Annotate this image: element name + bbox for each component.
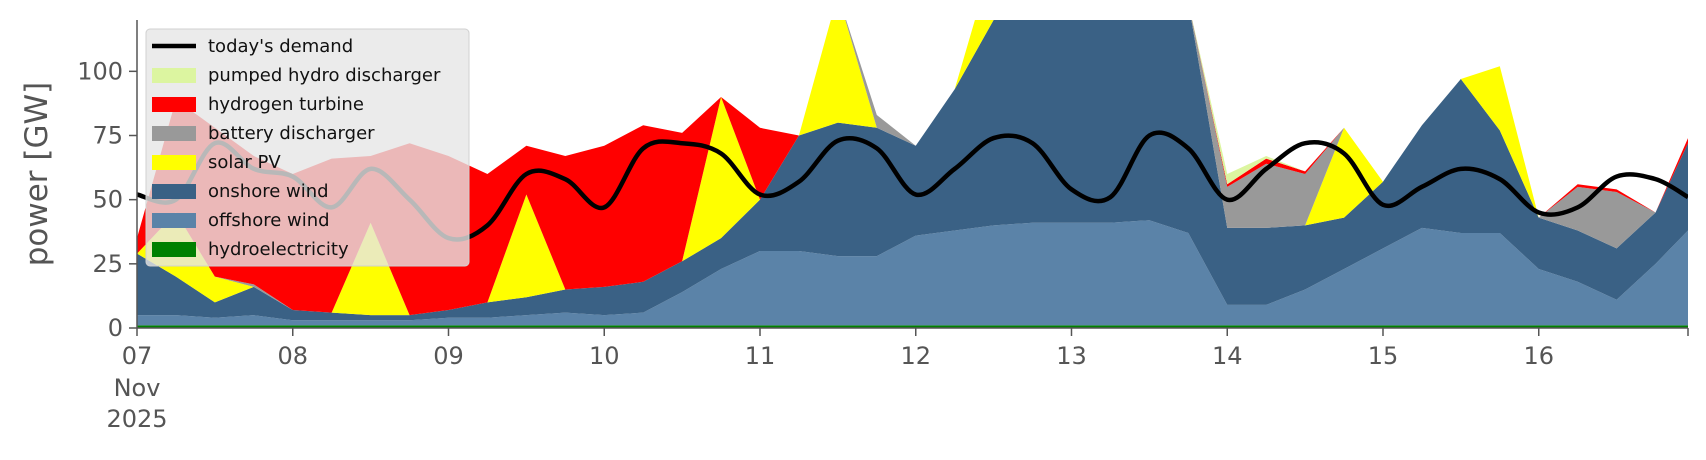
legend-label: offshore wind: [208, 210, 330, 231]
legend-swatch: [152, 242, 196, 257]
legend-swatch: [152, 213, 196, 228]
x-tick-label: 16: [1523, 342, 1554, 370]
legend-label: hydrogen turbine: [208, 94, 364, 115]
legend-background: [145, 28, 470, 267]
x-tick-label: 12: [900, 342, 931, 370]
x-tick-label: 10: [589, 342, 620, 370]
x-tick-label: 08: [277, 342, 308, 370]
x-tick-label: 07: [122, 342, 153, 370]
x-tick-label: 13: [1056, 342, 1087, 370]
area-solar-pv: [137, 20, 1688, 316]
y-tick-label: 25: [92, 250, 123, 278]
y-tick-label: 100: [77, 57, 123, 85]
legend-label: onshore wind: [208, 181, 329, 202]
legend-swatch: [152, 184, 196, 199]
legend-label: battery discharger: [208, 123, 375, 144]
legend-swatch: [152, 97, 196, 112]
x-tick-month-label: Nov: [114, 374, 161, 402]
x-tick-label: 11: [745, 342, 776, 370]
legend-label: solar PV: [208, 152, 281, 173]
x-tick-label: 14: [1212, 342, 1243, 370]
axes-group: 0 25 50 75 100 07 Nov 2025 08 09 10 11 12 13 14 15 16: [77, 20, 1689, 433]
x-tick-label: 15: [1368, 342, 1399, 370]
legend-label: pumped hydro discharger: [208, 65, 441, 86]
area-onshore-wind: [137, 20, 1688, 321]
legend-swatch: [152, 126, 196, 141]
x-tick-year-label: 2025: [106, 405, 167, 433]
y-tick-label: 0: [108, 314, 123, 342]
legend: today's demand pumped hydro discharger hyd…: [145, 28, 470, 267]
y-tick-label: 50: [92, 186, 123, 214]
y-axis-label: power [GW]: [19, 82, 55, 267]
legend-label: hydroelectricity: [208, 239, 349, 260]
y-tick-label: 75: [92, 122, 123, 150]
legend-swatch: [152, 155, 196, 170]
x-tick-label: 09: [433, 342, 464, 370]
legend-swatch: [152, 68, 196, 83]
legend-label: today's demand: [208, 36, 353, 57]
area-offshore-wind: [137, 220, 1688, 326]
